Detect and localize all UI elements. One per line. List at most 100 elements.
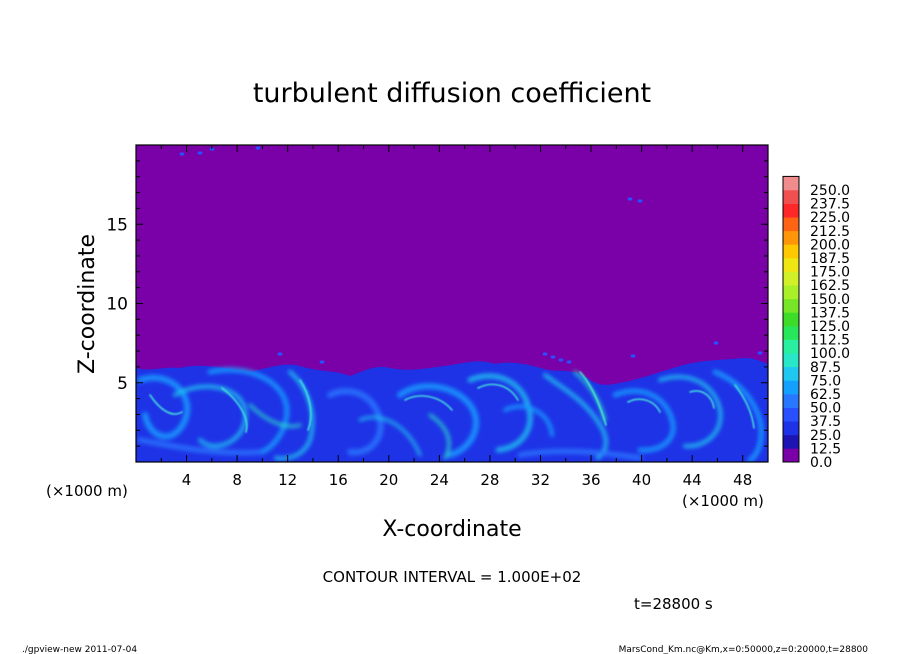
turbulent-spot — [637, 199, 643, 203]
x-unit-right: (×1000 m) — [682, 492, 764, 510]
colorbar-swatch — [783, 448, 799, 463]
colorbar-label: 37.5 — [810, 414, 841, 430]
colorbar-swatch — [783, 217, 799, 232]
colorbar-label: 237.5 — [810, 197, 850, 213]
colorbar-swatch — [783, 380, 799, 395]
eddy-stroke — [517, 448, 643, 461]
time-label: t=28800 s — [634, 595, 713, 613]
colorbar-label: 25.0 — [810, 428, 841, 444]
eddy-stroke — [327, 388, 384, 456]
x-tick-label: 4 — [182, 471, 192, 489]
x-tick-label: 48 — [733, 471, 752, 489]
colorbar-swatch — [783, 366, 799, 381]
colorbar-swatch — [783, 176, 799, 191]
footer-left: ./gpview-new 2011-07-04 — [22, 645, 137, 654]
eddy-filament — [689, 390, 715, 409]
x-tick-label: 32 — [531, 471, 550, 489]
turbulent-spot — [550, 355, 556, 359]
x-tick-label: 20 — [379, 471, 398, 489]
eddy-filament — [149, 394, 183, 415]
y-axis: 5 10 15 — [106, 160, 768, 447]
eddy-filament — [299, 379, 312, 431]
eddy-stroke — [612, 388, 676, 453]
eddy-filament — [627, 398, 661, 413]
turbulent-spot — [630, 354, 636, 358]
x-tick-label: 28 — [480, 471, 499, 489]
turbulent-spot — [542, 352, 548, 356]
colorbar-label: 250.0 — [810, 183, 850, 199]
eddy-stroke — [137, 437, 263, 456]
colorbar-swatch — [783, 190, 799, 204]
colorbar-swatch — [783, 258, 799, 272]
eddy-stroke — [173, 384, 248, 448]
eddy-stroke — [248, 403, 302, 428]
colorbar-label: 12.5 — [810, 441, 841, 457]
eddy-stroke — [658, 374, 723, 449]
y-tick-label: 15 — [106, 215, 128, 235]
x-tick-label: 44 — [683, 471, 702, 489]
eddy-stroke — [428, 413, 451, 460]
upper-spots — [179, 146, 763, 364]
colorbar-swatch — [783, 353, 799, 368]
eddy-filament — [734, 384, 755, 429]
turbulent-spot — [627, 197, 633, 201]
colorbar-swatch — [783, 230, 799, 245]
colorbar-label: 112.5 — [810, 333, 850, 349]
swirl-fine-layer — [149, 371, 755, 433]
colorbar-swatch — [783, 271, 799, 286]
colorbar-label: 187.5 — [810, 251, 850, 267]
turbulent-spot — [558, 358, 564, 362]
colorbar-swatch — [783, 298, 799, 313]
eddy-filament — [579, 371, 607, 426]
colorbar-swatch — [783, 407, 799, 422]
colorbar-swatch — [783, 326, 799, 340]
y-tick-label: 10 — [106, 295, 128, 315]
colorbar-swatch — [783, 421, 799, 436]
eddy-filament — [477, 383, 519, 401]
colorbar-label: 162.5 — [810, 278, 850, 294]
plot-area — [136, 145, 768, 462]
eddy-filament — [404, 395, 453, 411]
x-axis: 4 8 12 16 20 24 28 32 36 40 44 48 — [160, 145, 752, 489]
eddy-stroke — [543, 373, 608, 460]
turbulent-spot — [255, 146, 261, 150]
eddy-stroke — [137, 374, 191, 440]
colorbar-label: 125.0 — [810, 319, 850, 335]
eddy-stroke — [274, 370, 315, 461]
x-tick-label: 16 — [329, 471, 348, 489]
y-axis-label: Z-coordinate — [75, 234, 100, 374]
colorbar-swatch — [783, 244, 799, 259]
colorbar-swatch — [783, 203, 799, 218]
colorbar-label: 62.5 — [810, 387, 841, 403]
colorbar-label: 137.5 — [810, 305, 850, 321]
turbulent-spot — [179, 152, 185, 156]
colorbar: 0.012.525.037.550.062.575.087.5100.0112.… — [782, 175, 850, 471]
colorbar-label: 100.0 — [810, 346, 850, 362]
turbulent-spot — [757, 351, 763, 355]
colorbar-label: 225.0 — [810, 210, 850, 226]
eddy-stroke — [397, 383, 479, 458]
colorbar-label: 0.0 — [810, 455, 832, 471]
eddy-stroke — [467, 373, 533, 453]
footer-right: MarsCond_Km.nc@Km,x=0:50000,z=0:20000,t=… — [619, 645, 869, 654]
x-tick-label: 8 — [232, 471, 242, 489]
x-unit-left: (×1000 m) — [46, 482, 128, 500]
colorbar-label: 50.0 — [810, 401, 841, 417]
colorbar-label: 87.5 — [810, 360, 841, 376]
eddy-stroke — [712, 369, 764, 462]
colorbar-swatch — [783, 434, 799, 449]
x-axis-label: X-coordinate — [382, 517, 521, 542]
x-tick-label: 12 — [278, 471, 297, 489]
colorbar-swatch — [783, 394, 799, 408]
chart-title: turbulent diffusion coefficient — [253, 78, 651, 109]
colorbar-label: 150.0 — [810, 292, 850, 308]
eddy-filament — [221, 387, 248, 433]
colorbar-swatch — [783, 312, 799, 327]
eddy-stroke — [503, 404, 554, 437]
x-tick-label: 40 — [632, 471, 651, 489]
y-tick-label: 5 — [117, 374, 128, 394]
swirl-layer — [137, 367, 764, 462]
colorbar-swatch — [783, 285, 799, 300]
eddy-stroke — [358, 415, 422, 457]
